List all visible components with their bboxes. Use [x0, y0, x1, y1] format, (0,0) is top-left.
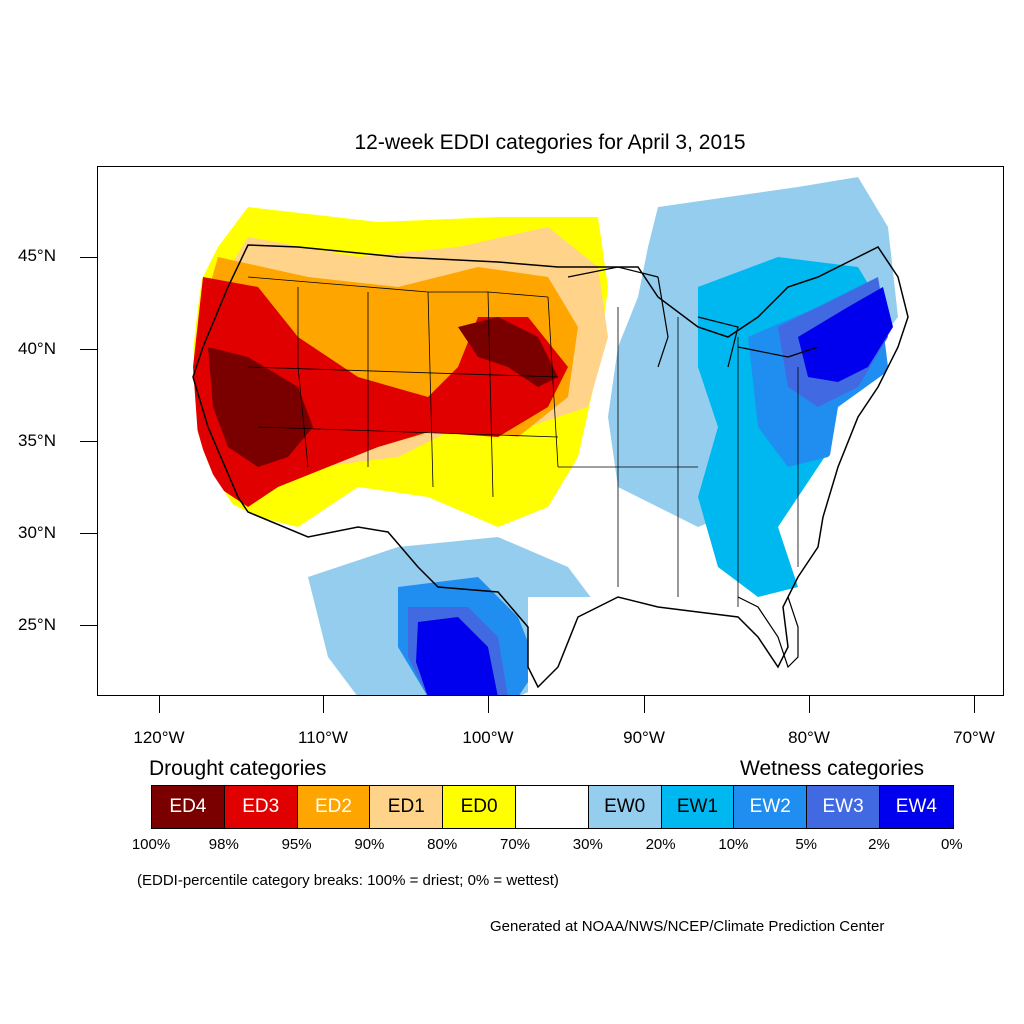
canada-land — [218, 167, 1003, 227]
break-label: 90% — [354, 836, 385, 853]
lon-label-110: 110°W — [298, 728, 348, 747]
lat-label-40: 40°N — [18, 339, 56, 358]
us-outline — [192, 244, 909, 689]
legend-cell-ew1: EW1 — [661, 786, 735, 828]
legend-cell-ed1: ED1 — [370, 786, 444, 828]
lat-label-35: 35°N — [18, 431, 56, 450]
break-label: 30% — [572, 836, 603, 853]
legend-cell-ed3: ED3 — [224, 786, 298, 828]
map-panel — [97, 166, 1004, 696]
category-note: (EDDI-percentile category breaks: 100% =… — [137, 872, 559, 889]
legend-cell-ew4: EW4 — [879, 786, 953, 828]
legend-cell-ed0: ED0 — [443, 786, 516, 828]
lat-tick — [80, 625, 97, 626]
legend-cell-ew0: EW0 — [588, 786, 662, 828]
lat-tick — [80, 349, 97, 350]
map-title: 12-week EDDI categories for April 3, 201… — [354, 131, 746, 154]
break-label: 5% — [795, 836, 818, 853]
legend-cell-ew2: EW2 — [734, 786, 808, 828]
ed4-region-north — [458, 317, 558, 387]
break-label: 20% — [645, 836, 676, 853]
lon-label-70: 70°W — [953, 728, 995, 747]
break-label: 70% — [499, 836, 531, 853]
drought-heading: Drought categories — [149, 757, 327, 780]
florida — [737, 596, 799, 669]
break-label: 80% — [427, 836, 458, 853]
break-label: 95% — [281, 836, 312, 853]
eddi-map — [98, 167, 1003, 695]
break-label: 100% — [131, 836, 171, 853]
ew4-region-south — [416, 617, 498, 695]
lat-tick — [80, 441, 97, 442]
break-label: 2% — [868, 836, 890, 853]
lon-tick — [974, 696, 975, 713]
atlantic-water — [778, 288, 1003, 695]
break-label: 10% — [718, 836, 749, 853]
lon-label-80: 80°W — [788, 728, 830, 747]
lat-tick — [80, 257, 97, 258]
lon-label-120: 120°W — [133, 728, 185, 747]
wetness-heading: Wetness categories — [740, 757, 925, 780]
lat-label-45: 45°N — [18, 246, 56, 265]
break-label: 98% — [208, 836, 239, 853]
lon-label-100: 100°W — [462, 728, 514, 747]
legend-cell-ed2: ED2 — [297, 786, 371, 828]
lat-label-25: 25°N — [18, 615, 56, 634]
legend-cell-ed4: ED4 — [152, 786, 225, 828]
lon-tick — [644, 696, 645, 713]
legend-cell-ew3: EW3 — [807, 786, 880, 828]
category-colorbar: ED4 ED3 ED2 ED1 ED0 EW0 EW1 EW2 EW3 EW4 — [151, 785, 954, 829]
lat-tick — [80, 533, 97, 534]
legend-cell-neutral — [515, 786, 589, 828]
break-label: 0% — [940, 836, 963, 853]
gulf-water — [528, 597, 738, 695]
lon-tick — [159, 696, 160, 713]
lat-label-30: 30°N — [18, 523, 56, 542]
lon-tick — [488, 696, 489, 713]
pacific-water — [98, 167, 308, 695]
ed4-region — [208, 347, 313, 467]
state-borders — [247, 276, 799, 607]
lon-tick — [809, 696, 810, 713]
ew4-region — [798, 287, 893, 382]
great-lakes — [567, 266, 819, 368]
lon-label-90: 90°W — [623, 728, 665, 747]
lon-tick — [323, 696, 324, 713]
credit-line: Generated at NOAA/NWS/NCEP/Climate Predi… — [490, 918, 885, 935]
